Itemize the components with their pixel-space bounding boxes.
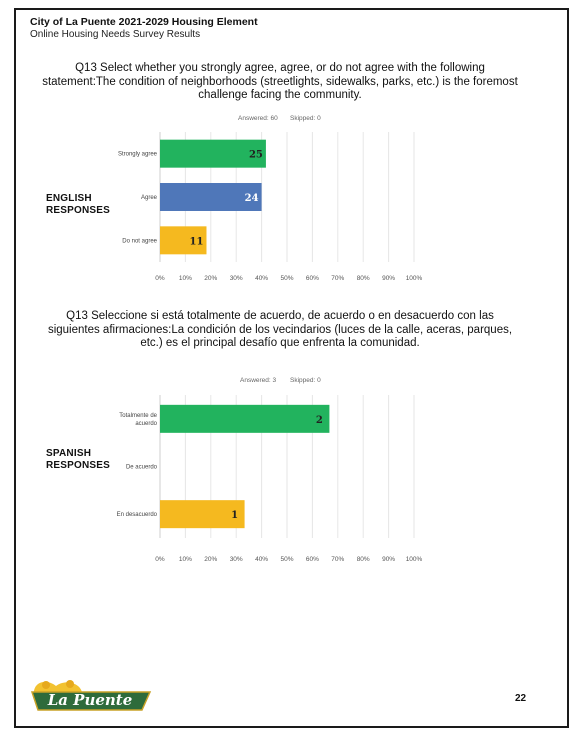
data-label: 2 <box>316 415 323 426</box>
category-label: acuerdo <box>135 421 157 427</box>
document-subtitle: Online Housing Needs Survey Results <box>30 29 201 40</box>
x-tick-label: 30% <box>230 556 243 563</box>
question-spanish: Q13 Seleccione si está totalmente de acu… <box>47 310 513 349</box>
answered-spanish: Answered: 3 <box>240 377 277 384</box>
answered-english: Answered: 60 <box>238 115 278 122</box>
document-title: City of La Puente 2021-2029 Housing Elem… <box>30 16 258 28</box>
data-label: 24 <box>245 193 259 204</box>
skipped-spanish: Skipped: 0 <box>290 377 321 384</box>
x-tick-label: 40% <box>255 275 268 282</box>
x-tick-label: 10% <box>179 556 192 563</box>
english-responses-label: ENGLISH RESPONSES <box>46 193 111 216</box>
x-tick-label: 0% <box>155 275 165 282</box>
x-tick-label: 40% <box>255 556 268 563</box>
x-tick-label: 80% <box>357 556 370 563</box>
x-tick-label: 90% <box>382 556 395 563</box>
x-tick-label: 60% <box>306 275 319 282</box>
x-tick-label: 80% <box>357 275 370 282</box>
category-label: Do not agree <box>122 238 157 244</box>
x-tick-label: 0% <box>155 556 165 563</box>
category-label: Strongly agree <box>118 152 158 158</box>
x-tick-label: 100% <box>406 556 423 563</box>
data-label: 25 <box>249 150 263 161</box>
x-tick-label: 10% <box>179 275 192 282</box>
skipped-english: Skipped: 0 <box>290 115 321 122</box>
data-label: 1 <box>231 510 238 521</box>
report-page <box>14 8 569 728</box>
bar <box>160 404 330 433</box>
page-number: 22 <box>515 693 527 704</box>
la-puente-logo: La Puente <box>30 680 152 711</box>
bar <box>160 226 207 255</box>
x-tick-label: 20% <box>204 275 217 282</box>
question-english: Q13 Select whether you strongly agree, a… <box>42 62 518 101</box>
category-label: Agree <box>141 195 158 201</box>
x-tick-label: 100% <box>406 275 423 282</box>
x-tick-label: 50% <box>280 275 293 282</box>
x-tick-label: 60% <box>306 556 319 563</box>
bar <box>160 183 262 211</box>
category-label: De acuerdo <box>126 465 158 471</box>
category-label: Totalmente de <box>119 413 157 419</box>
x-tick-label: 70% <box>331 556 344 563</box>
x-tick-label: 70% <box>331 275 344 282</box>
data-label: 11 <box>190 236 204 247</box>
bar <box>160 139 266 168</box>
x-tick-label: 30% <box>230 275 243 282</box>
category-label: En desacuerdo <box>117 512 158 518</box>
x-tick-label: 90% <box>382 275 395 282</box>
spanish-responses-label: SPANISH RESPONSES <box>46 448 111 471</box>
x-tick-label: 20% <box>204 556 217 563</box>
bar <box>160 500 245 529</box>
x-tick-label: 50% <box>280 556 293 563</box>
logo-text: La Puente <box>47 691 133 709</box>
